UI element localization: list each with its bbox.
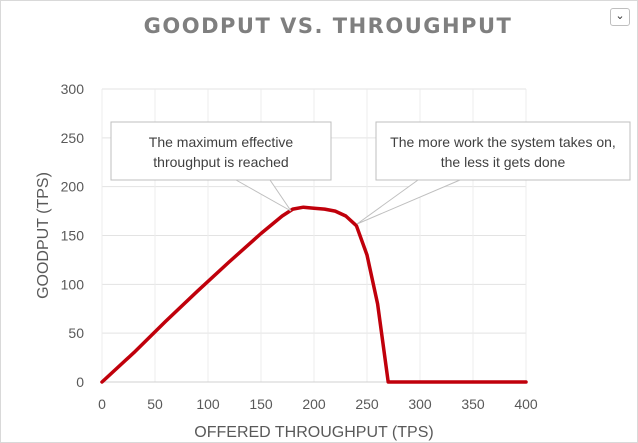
y-tick-label: 50 <box>68 325 84 341</box>
chevron-down-icon[interactable]: ⌄ <box>610 8 630 26</box>
y-tick-labels: 0 50 100 150 200 250 300 <box>61 81 85 390</box>
y-tick-label: 0 <box>76 374 84 390</box>
y-tick-label: 200 <box>61 179 85 195</box>
x-tick-label: 250 <box>355 396 379 412</box>
y-tick-label: 250 <box>61 130 85 146</box>
x-tick-label: 300 <box>408 396 432 412</box>
callout-box <box>375 121 631 181</box>
callout-text-line: The more work the system takes on, <box>390 134 616 150</box>
x-tick-label: 200 <box>302 396 326 412</box>
x-tick-label: 50 <box>147 396 163 412</box>
y-axis-title: GOODPUT (TPS) <box>35 172 52 299</box>
callout: The more work the system takes on, the le… <box>356 121 631 225</box>
chart-title: GOODPUT VS. THROUGHPUT <box>143 14 513 38</box>
x-tick-label: 0 <box>98 396 106 412</box>
callout-text-line: The maximum effective <box>149 134 294 150</box>
series-layer <box>100 205 528 384</box>
y-tick-label: 150 <box>61 228 85 244</box>
callout-text-line: throughput is reached <box>153 154 288 170</box>
x-axis-title: OFFERED THROUGHPUT (TPS) <box>194 424 433 441</box>
x-tick-label: 100 <box>196 396 220 412</box>
x-tick-label: 150 <box>249 396 273 412</box>
x-tick-label: 400 <box>514 396 538 412</box>
callout-pointer <box>234 179 292 212</box>
y-tick-label: 100 <box>61 276 85 292</box>
x-tick-label: 350 <box>461 396 485 412</box>
series-line <box>100 205 528 384</box>
y-tick-label: 300 <box>61 81 85 97</box>
x-tick-labels: 0 50 100 150 200 250 300 350 400 <box>98 396 538 412</box>
callout-layer: The maximum effective throughput is reach… <box>110 121 631 225</box>
callout-box <box>110 121 332 181</box>
callout: The maximum effective throughput is reach… <box>110 121 332 212</box>
callout-text-line: the less it gets done <box>441 154 566 170</box>
